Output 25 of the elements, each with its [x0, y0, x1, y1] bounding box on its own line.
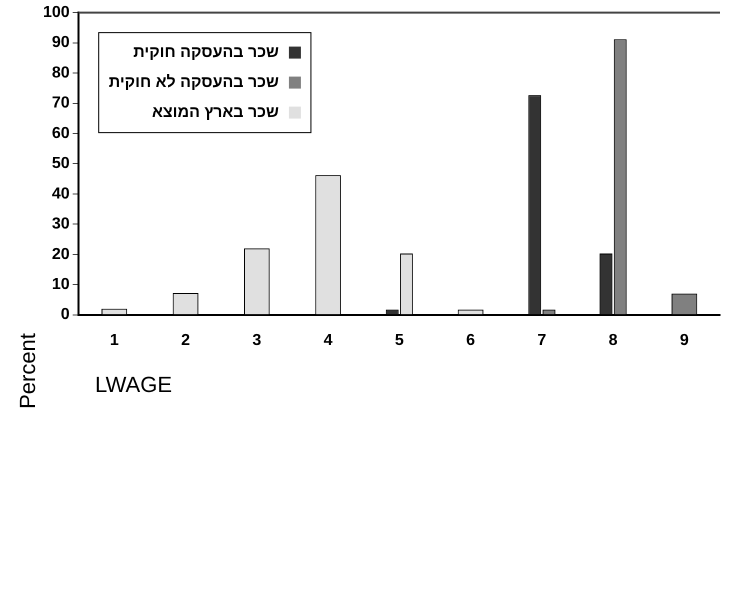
- y-tick-label: 40: [52, 185, 70, 202]
- legend-label: שכר בהעסקה חוקית: [133, 44, 280, 62]
- y-tick-label: 60: [52, 124, 70, 142]
- x-tick-label: 5: [394, 332, 404, 349]
- y-tick-label: 30: [52, 216, 70, 233]
- x-axis-title: LWAGE: [95, 372, 172, 398]
- x-tick-label: 1: [110, 332, 119, 349]
- y-axis-title: Percent: [15, 332, 41, 411]
- y-tick-label: 0: [60, 306, 70, 324]
- y-tick-label: 90: [52, 34, 70, 52]
- x-tick-label: 2: [181, 332, 190, 349]
- y-tick-label: 50: [52, 155, 70, 172]
- y-tick-label: 70: [52, 94, 70, 112]
- x-tick-label: 8: [608, 332, 618, 349]
- x-tick-label: 9: [680, 332, 689, 349]
- legend-label: שכר בארץ המוצא: [152, 104, 280, 122]
- y-tick-label: 10: [52, 276, 70, 293]
- x-tick-label: 3: [252, 332, 262, 349]
- y-tick-label: 80: [52, 64, 70, 82]
- x-tick-label: 7: [537, 332, 546, 349]
- legend-label: שכר בהעסקה לא חוקית: [108, 73, 280, 92]
- y-tick-label: 100: [42, 4, 70, 22]
- x-tick-label: 4: [324, 332, 333, 349]
- x-tick-label: 6: [466, 332, 476, 349]
- y-tick-label: 20: [52, 246, 70, 263]
